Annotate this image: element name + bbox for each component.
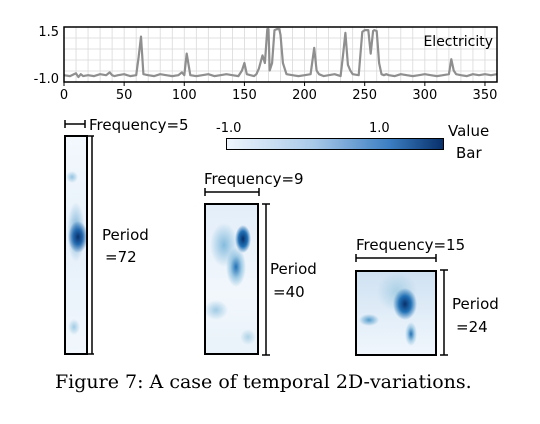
x-tick-label: 100 [172,88,197,103]
panel1-period-word: Period [102,226,149,244]
heatmap-period-72 [64,135,88,355]
electricity-line-chart: 0 50 100 150 200 250 300 350 1.5 -1.0 Electricit… [34,25,498,103]
heatmap-period-40 [204,203,259,355]
panel1-period-value: =72 [105,248,137,266]
value-colorbar [226,138,444,150]
x-tick-label: 350 [473,88,498,103]
x-tick-label: 50 [116,88,133,103]
x-axis-ticks: 0 50 100 150 200 250 300 350 [60,82,498,103]
plot-frame [63,26,498,83]
chart-grid [63,27,498,82]
y-axis-ticks: 1.5 -1.0 [34,25,59,87]
panel2-period-word: Period [270,260,317,278]
x-tick-label: 0 [60,88,68,103]
colorbar-title-line2: Bar [456,144,482,162]
chart-legend: Electricity [423,34,493,50]
y-tick-label: -1.0 [34,72,59,87]
heatmap-period-24 [355,270,437,356]
y-tick-label: 1.5 [38,25,59,40]
figure-caption: Figure 7: A case of temporal 2D-variatio… [55,371,472,393]
panel2-frequency-label: Frequency=9 [204,170,304,188]
electricity-series-line [63,28,498,79]
colorbar-title-line1: Value [448,122,490,140]
panel1-brackets [64,120,94,355]
x-tick-label: 150 [232,88,257,103]
panel2-period-value: =40 [273,283,305,301]
panel3-period-word: Period [452,295,499,313]
panel3-brackets [355,254,448,356]
colorbar-min-label: -1.0 [216,121,242,136]
x-tick-label: 200 [292,88,317,103]
panel3-period-value: =24 [456,318,488,336]
x-tick-label: 250 [352,88,377,103]
panel1-frequency-label: Frequency=5 [89,116,189,134]
panel3-frequency-label: Frequency=15 [356,236,466,254]
colorbar-max-label: 1.0 [369,121,390,136]
x-tick-label: 300 [412,88,437,103]
panel2-brackets [204,188,270,356]
